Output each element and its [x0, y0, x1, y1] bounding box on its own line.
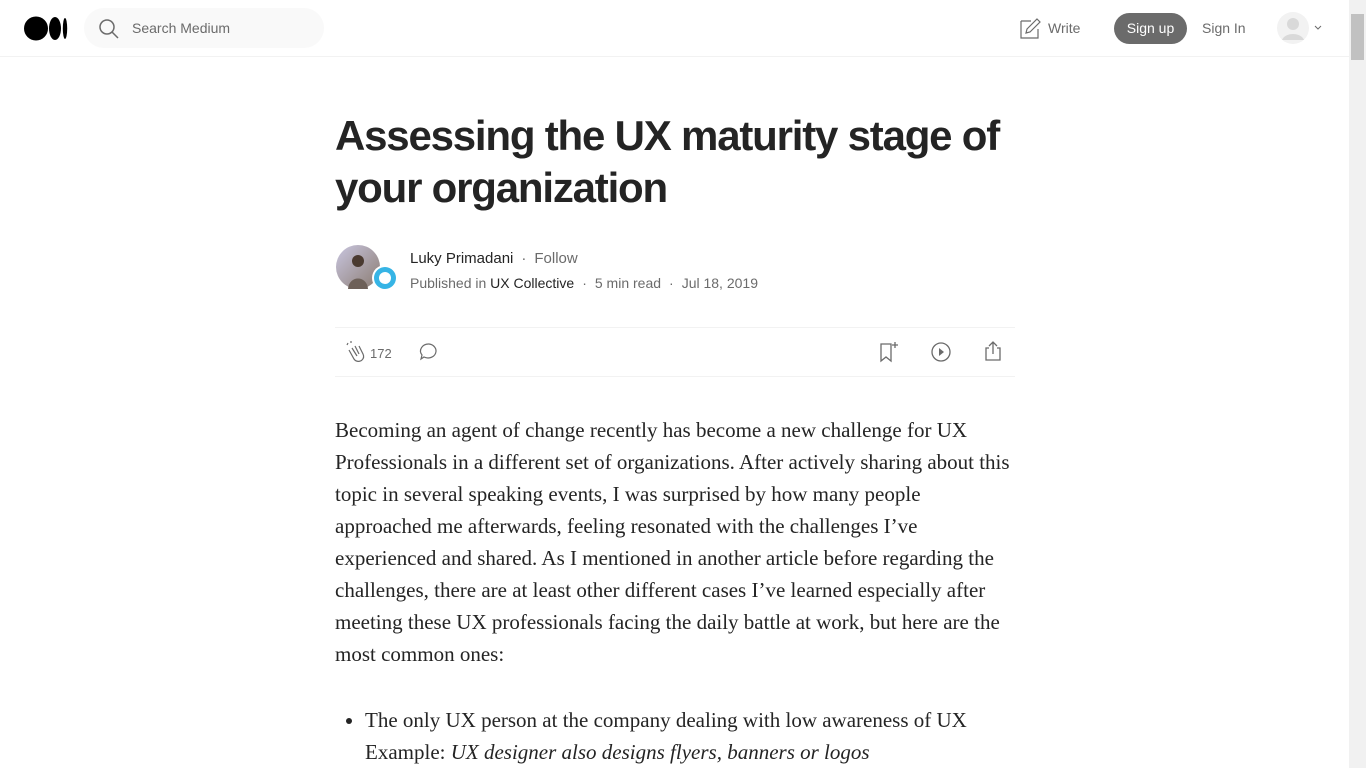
write-icon[interactable] [1018, 17, 1042, 41]
author-name[interactable]: Luky Primadani [410, 250, 514, 267]
listen-icon[interactable] [929, 340, 953, 364]
article-body: Becoming an agent of change recently has… [335, 414, 1015, 768]
scrollbar[interactable] [1349, 0, 1366, 768]
list-item: The only UX person at the company dealin… [365, 704, 1015, 768]
example-label: Example: [365, 740, 446, 764]
comment-icon[interactable] [418, 341, 440, 363]
write-link[interactable]: Write [1048, 20, 1081, 36]
top-bar: Search Medium Write Sign up Sign In [0, 0, 1349, 57]
clap-count: 172 [370, 346, 392, 361]
search-placeholder: Search Medium [132, 20, 231, 36]
share-icon[interactable] [981, 339, 1005, 363]
sign-up-button[interactable]: Sign up [1114, 13, 1187, 44]
article-title: Assessing the UX maturity stage of your … [335, 112, 1000, 211]
logo[interactable] [24, 16, 68, 41]
read-time: 5 min read [574, 275, 661, 291]
bookmark-icon[interactable] [878, 340, 902, 364]
author-avatar[interactable] [336, 245, 400, 293]
paragraph: Becoming an agent of change recently has… [335, 418, 1010, 666]
follow-link[interactable]: Follow [513, 250, 577, 267]
published-in: Published in [410, 275, 487, 291]
example-text: UX designer also designs flyers, banners… [450, 740, 870, 764]
publication-link[interactable]: UX Collective [490, 275, 575, 291]
author-line: Luky PrimadaniFollow [410, 250, 578, 267]
action-bar [335, 327, 1015, 377]
bullet-list: The only UX person at the company dealin… [335, 704, 1015, 768]
search-icon [99, 19, 119, 39]
item-text: The only UX person at the company dealin… [365, 708, 967, 732]
clap-icon[interactable] [343, 340, 367, 364]
search-box[interactable]: Search Medium [84, 8, 324, 48]
scrollbar-thumb[interactable] [1351, 14, 1364, 60]
sign-in-link[interactable]: Sign In [1202, 20, 1246, 36]
publish-date: Jul 18, 2019 [661, 275, 758, 291]
article-meta: Published in UX Collective5 min readJul … [410, 275, 758, 291]
user-menu[interactable] [1277, 12, 1329, 46]
